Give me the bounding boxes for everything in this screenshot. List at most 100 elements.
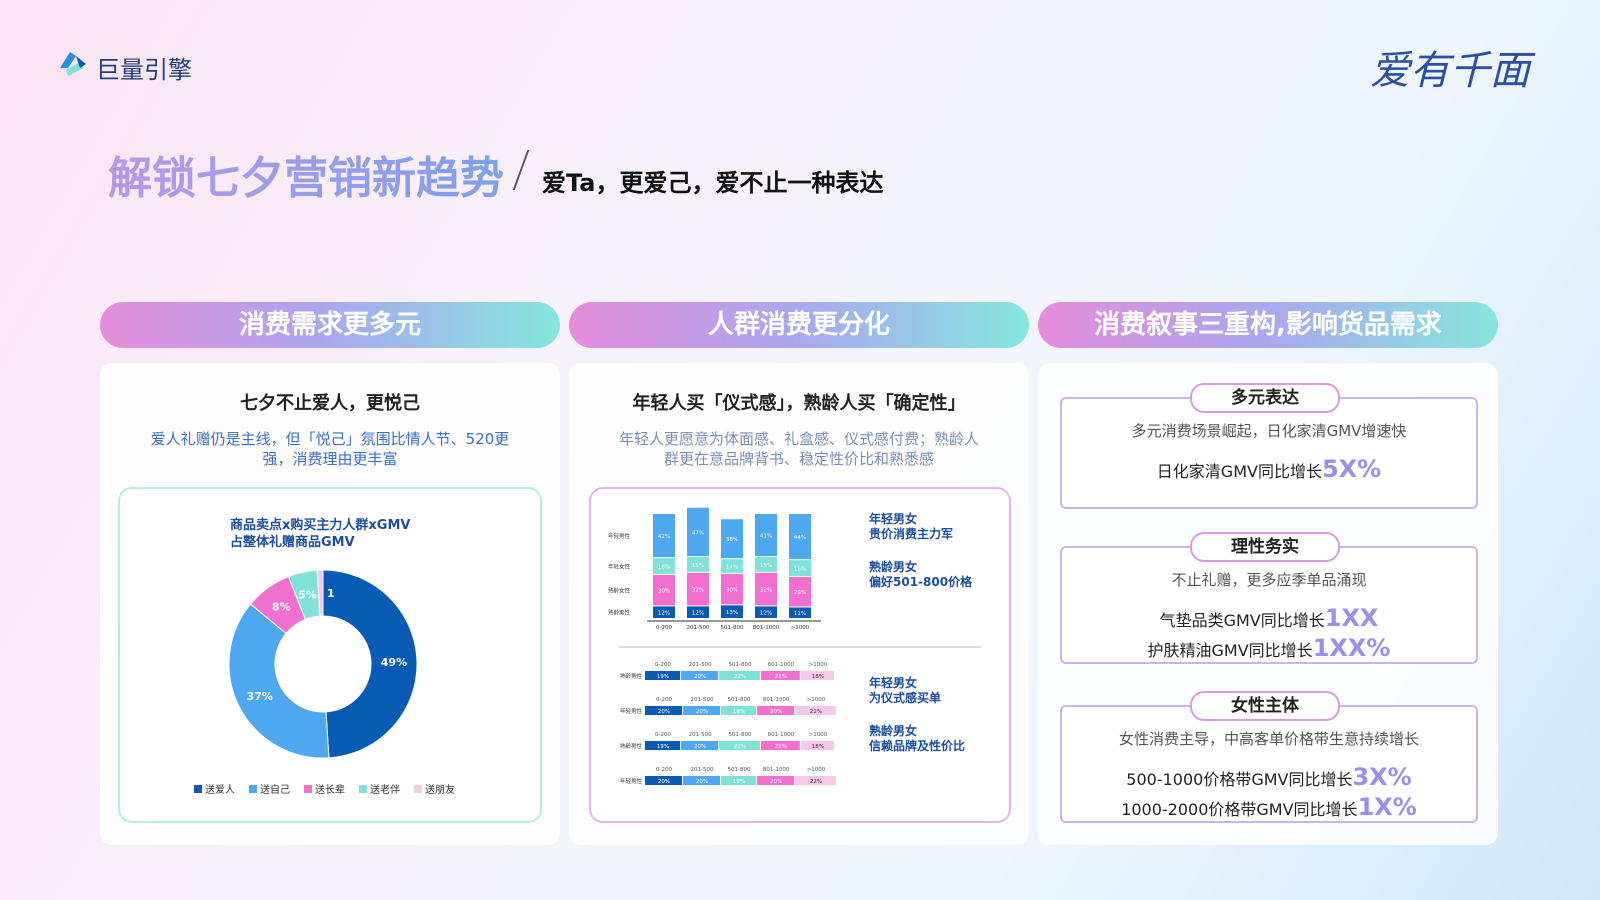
bar-segment xyxy=(645,671,681,680)
band-label: 801-1000 xyxy=(768,662,795,668)
column-segment xyxy=(789,607,811,618)
data-label: 20% xyxy=(770,779,782,785)
note-text: 信赖品牌及性价比 xyxy=(869,738,965,753)
info-box: 女性消费主导，中高客单价格带生意持续增长 500-1000价格带GMV同比增长3X… xyxy=(1060,705,1478,823)
column-segment xyxy=(687,572,709,606)
data-label: 19% xyxy=(733,779,745,785)
chart-frame: 12% 30% 16% 42% 0-200 12% 32% 15% 47% 201-500 13% 3… xyxy=(589,487,1011,823)
data-label: 22% xyxy=(810,709,822,715)
data-label: 19% xyxy=(733,709,745,715)
x-label: >1000 xyxy=(791,625,810,631)
column-segment xyxy=(755,514,777,557)
band-label: 801-1000 xyxy=(768,732,795,738)
donut-segment xyxy=(316,569,324,617)
distribution-charts: 12% 30% 16% 42% 0-200 12% 32% 15% 47% 201-500 13% 3… xyxy=(608,507,981,785)
band-label: 0-200 xyxy=(656,767,672,773)
info-box: 不止礼赠，更多应季单品涌现 气垫品类GMV同比增长1XX 护肤精油GMV同比增长1X… xyxy=(1060,546,1478,664)
data-label: 29% xyxy=(794,590,806,596)
metric-value: 1XX xyxy=(1324,604,1379,632)
legend-swatch xyxy=(249,785,257,793)
legend-label: 送老伴 xyxy=(370,783,400,796)
data-label: 22% xyxy=(810,779,822,785)
card: 多元消费场景崛起，日化家清GMV增速快 日化家清GMV同比增长5X% 多元表达不止礼… xyxy=(1038,363,1498,845)
bar-segment xyxy=(757,706,795,715)
description: 女性消费主导，中高客单价格带生意持续增长 xyxy=(1118,730,1419,748)
tag: 多元表达 xyxy=(1190,383,1340,413)
data-label: 20% xyxy=(696,779,708,785)
column-segment xyxy=(789,577,811,607)
divider xyxy=(512,150,530,190)
data-label: 41% xyxy=(760,534,772,540)
bar-segment xyxy=(719,671,760,680)
legend-label: 送爱人 xyxy=(205,783,235,796)
data-label: 42% xyxy=(658,534,670,540)
column-segment xyxy=(653,514,675,558)
data-label: 12% xyxy=(760,611,772,617)
data-label: 20% xyxy=(694,674,706,680)
info-box: 多元消费场景崛起，日化家清GMV增速快 日化家清GMV同比增长5X% xyxy=(1060,397,1478,509)
x-label: 201-500 xyxy=(687,625,710,631)
bar-segment xyxy=(800,741,834,750)
donut-segment xyxy=(322,569,418,759)
band-label: 0-200 xyxy=(655,662,671,668)
column-segment xyxy=(755,557,777,572)
band-label: 501-800 xyxy=(729,732,752,738)
data-label: 15% xyxy=(760,563,772,569)
card: 七夕不止爱人，更悦己 爱人礼赠仍是主线，但「悦己」氛围比情人节、520更强，消费… xyxy=(100,363,560,845)
column-segment xyxy=(755,606,777,618)
data-label: 5% xyxy=(298,589,317,602)
band-label: 501-800 xyxy=(729,662,752,668)
column-segment xyxy=(789,514,811,560)
data-label: 13% xyxy=(726,610,738,616)
data-label: 14% xyxy=(726,565,738,571)
logo-text: 巨量引擎 xyxy=(96,56,192,84)
data-label: 12% xyxy=(692,611,704,617)
data-label: 32% xyxy=(760,588,772,594)
column-segment xyxy=(789,560,811,576)
donut-title: 商品卖点x购买主力人群xGMV 占整体礼赠商品GMV xyxy=(230,518,411,550)
legend-label: 送朋友 xyxy=(425,783,455,796)
metric-value: 1X% xyxy=(1357,793,1417,821)
band-label: 501-800 xyxy=(728,767,751,773)
band-label: 801-1000 xyxy=(763,767,790,773)
data-label: 38% xyxy=(726,537,738,543)
subtitle: 爱Ta，更爱己，爱不止一种表达 xyxy=(542,169,884,197)
chart-frame: 商品卖点x购买主力人群xGMV 占整体礼赠商品GMV 49% 37% 8% 5% 1 送爱… xyxy=(118,487,542,823)
x-label: 0-200 xyxy=(656,625,672,631)
metric-label: 气垫品类GMV同比增长 xyxy=(1159,611,1325,630)
note-text: 贵价消费主力军 xyxy=(869,526,953,541)
legend-swatch xyxy=(304,785,312,793)
data-label: 37% xyxy=(247,690,273,703)
bar-segment xyxy=(795,706,836,715)
data-label: 49% xyxy=(381,656,407,669)
data-label: 47% xyxy=(692,530,704,536)
data-label: 19% xyxy=(657,674,669,680)
legend-swatch xyxy=(414,785,422,793)
bar-segment xyxy=(683,776,720,785)
note-title: 年轻男女 xyxy=(869,675,917,690)
data-label: 30% xyxy=(726,588,738,594)
metric-label: 500-1000价格带GMV同比增长 xyxy=(1126,770,1353,789)
column-segment xyxy=(687,507,709,557)
card: 年轻人买「仪式感」，熟龄人买「确定性」 年轻人更愿意为体面感、礼盒感、仪式感付费… xyxy=(569,363,1029,845)
bar-segment xyxy=(757,776,795,785)
legend-swatch xyxy=(359,785,367,793)
metric-value: 5X% xyxy=(1321,455,1382,483)
band-label: 201-500 xyxy=(691,767,714,773)
metric-value: 1XX% xyxy=(1312,634,1391,662)
bar-segment xyxy=(760,741,800,750)
tab: 消费需求更多元 xyxy=(100,302,560,348)
column-segment xyxy=(721,519,743,559)
note-title: 年轻男女 xyxy=(869,511,917,526)
row-label: 熟龄男性 xyxy=(620,742,643,750)
data-label: 16% xyxy=(658,565,670,571)
band-label: >1000 xyxy=(809,732,828,738)
band-label: 201-500 xyxy=(691,697,714,703)
band-label: 0-200 xyxy=(655,732,671,738)
description: 年轻人更愿意为体面感、礼盒感、仪式感付费；熟龄人群更在意品牌背书、稳定性价比和熟… xyxy=(619,430,980,468)
legend-label: 送自己 xyxy=(260,783,290,796)
data-label: 21% xyxy=(775,674,787,680)
column-segment xyxy=(721,605,743,618)
column-segment xyxy=(721,559,743,573)
data-label: 20% xyxy=(658,709,670,715)
